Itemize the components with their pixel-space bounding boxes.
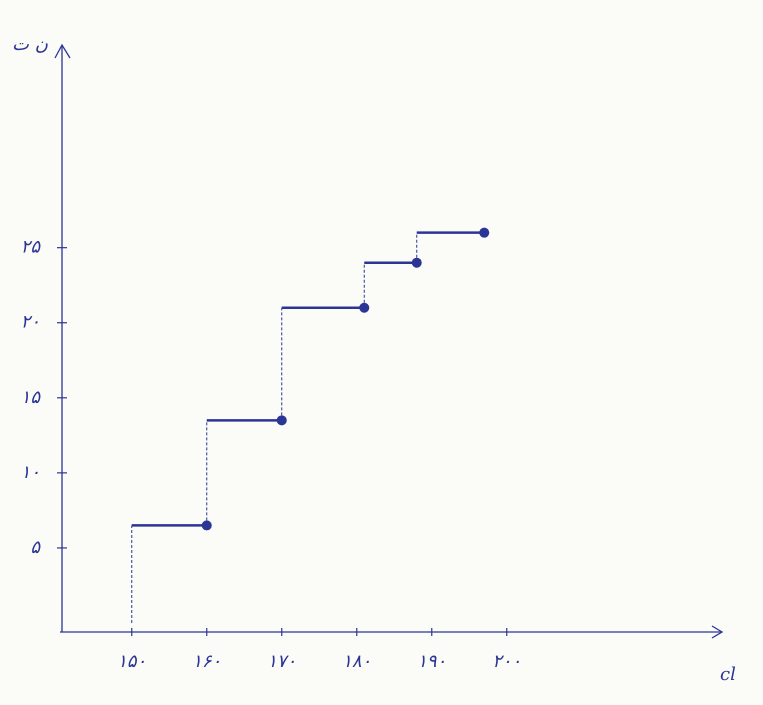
x-tick-label: ۱۹۰ [417,651,446,672]
x-axis-label: cl [720,664,736,685]
y-tick-label: ۵ [30,537,41,558]
x-tick-label: ۱۵۰ [117,651,146,672]
y-tick-label: ۲۵ [21,237,42,258]
paper [0,0,763,705]
y-tick-label: ۱۰ [21,462,40,483]
chart: cl ن ت ۵ ۱۰ ۱۵ ۲۰ ۲۵ ۱۵۰ ۱۶۰ ۱۷۰ ۱۸۰ ۱۹۰ ۲۰۰ [0,0,763,705]
x-tick-label: ۱۸۰ [342,651,371,672]
x-tick-label: ۱۷۰ [267,651,296,672]
y-tick-label: ۲۰ [21,312,40,333]
step-end [479,228,489,238]
x-tick-label: ۲۰۰ [492,651,521,672]
y-axis-label: ن ت [12,34,49,55]
x-tick-label: ۱۶۰ [192,651,221,672]
y-tick-label: ۱۵ [21,387,42,408]
